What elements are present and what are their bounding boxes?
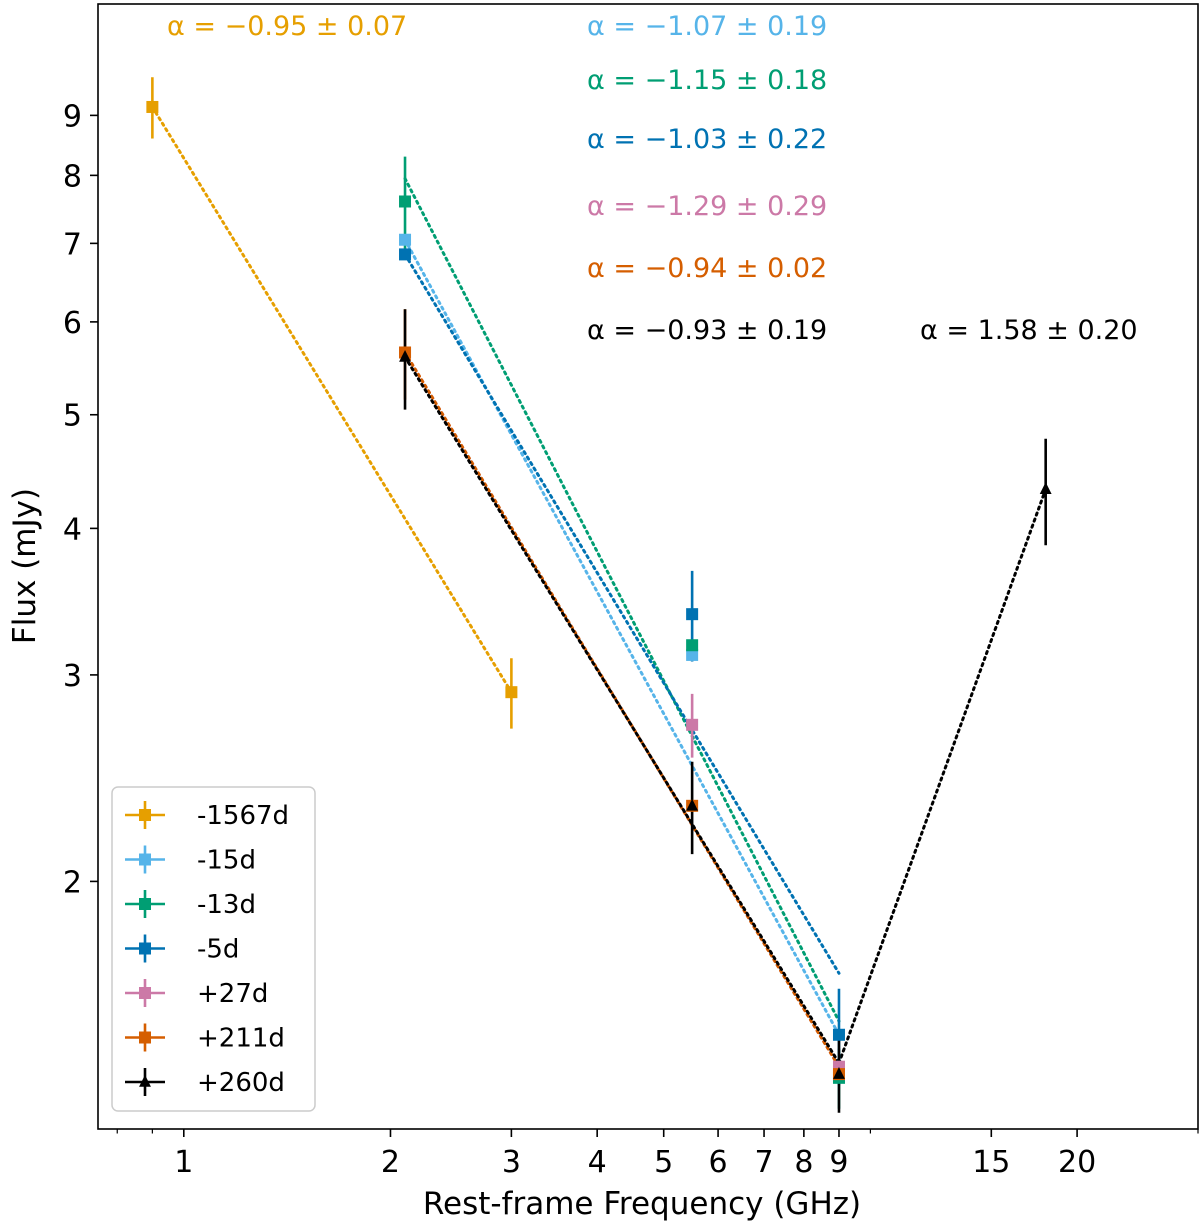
y-tick-label: 4	[63, 512, 82, 547]
legend-label: +211d	[197, 1024, 285, 1054]
x-tick-label: 6	[709, 1145, 728, 1180]
fit-annotation: α = −0.94 ± 0.02	[587, 253, 827, 284]
legend-label: +27d	[197, 979, 268, 1009]
data-point	[686, 608, 699, 621]
y-tick-label: 7	[63, 227, 82, 262]
fit-line	[403, 252, 841, 975]
y-tick-label: 8	[63, 159, 82, 194]
plot-frame	[97, 3, 1199, 1130]
data-point	[832, 1028, 845, 1041]
fit-annotation: α = −1.15 ± 0.18	[587, 65, 827, 96]
data-point	[399, 195, 412, 208]
data-point	[505, 686, 518, 699]
legend-label: -5d	[197, 935, 239, 965]
fit-annotation: α = −1.29 ± 0.29	[587, 191, 827, 222]
x-axis-ticks: 1 2 3 4 5 6 7 8 9 15 20	[116, 1129, 1199, 1180]
fit-annotation: α = 1.58 ± 0.20	[920, 315, 1138, 346]
fit-annotation: α = −1.03 ± 0.22	[587, 124, 827, 155]
x-tick-label: 1	[174, 1145, 193, 1180]
x-tick-label: 8	[794, 1145, 813, 1180]
y-tick-label: 9	[63, 99, 82, 134]
legend-label: -1567d	[197, 801, 289, 831]
legend: -1567d -15d -13d -5d +27d +211d +260d	[111, 786, 316, 1112]
data-point	[686, 798, 699, 811]
legend-marker	[139, 898, 151, 910]
data-point	[686, 648, 699, 661]
fit-annotation: α = −0.95 ± 0.07	[167, 11, 407, 42]
legend-marker	[139, 942, 151, 955]
fit-line	[403, 177, 841, 1023]
legend-label: -13d	[197, 890, 256, 920]
data-markers	[146, 100, 1052, 1084]
legend-marker	[139, 1031, 151, 1044]
legend-label: +260d	[197, 1068, 285, 1098]
fit-line	[837, 487, 1048, 1065]
y-tick-label: 3	[63, 659, 82, 694]
data-point	[399, 349, 411, 362]
fit-annotations: α = −0.95 ± 0.07 α = −1.07 ± 0.19 α = −1.1…	[167, 11, 1138, 346]
data-point	[833, 1067, 845, 1079]
x-tick-label: 9	[829, 1145, 848, 1180]
legend-label: -15d	[197, 846, 256, 876]
x-axis-title: Rest-frame Frequency (GHz)	[423, 1186, 861, 1222]
fit-annotation: α = −0.93 ± 0.19	[587, 315, 827, 346]
data-point	[686, 639, 699, 652]
data-point	[1039, 482, 1052, 494]
x-tick-label: 4	[588, 1145, 607, 1180]
legend-marker	[139, 987, 151, 999]
legend-marker	[139, 809, 151, 821]
x-tick-label: 3	[502, 1145, 521, 1180]
y-tick-label: 2	[63, 865, 82, 900]
x-tick-label: 2	[381, 1145, 400, 1180]
data-point	[146, 100, 159, 113]
legend-frame	[111, 786, 316, 1112]
y-axis-ticks: 2 3 4 5 6 7 8 9	[63, 99, 98, 900]
x-tick-label: 5	[654, 1145, 673, 1180]
x-tick-label: 15	[972, 1145, 1010, 1180]
legend-marker	[139, 1074, 151, 1087]
y-tick-label: 6	[63, 306, 82, 341]
x-tick-label: 20	[1058, 1145, 1096, 1180]
data-point	[686, 718, 699, 731]
fit-line	[150, 105, 513, 694]
y-tick-label: 5	[63, 399, 82, 434]
legend-marker	[139, 853, 151, 866]
fit-line	[403, 238, 841, 1037]
fit-line	[403, 355, 841, 1065]
data-point	[399, 248, 412, 261]
fit-lines	[150, 105, 1048, 1069]
x-tick-label: 7	[754, 1145, 773, 1180]
y-axis-title: Flux (mJy)	[7, 488, 43, 644]
fit-annotation: α = −1.07 ± 0.19	[587, 11, 827, 42]
data-point	[399, 233, 412, 246]
